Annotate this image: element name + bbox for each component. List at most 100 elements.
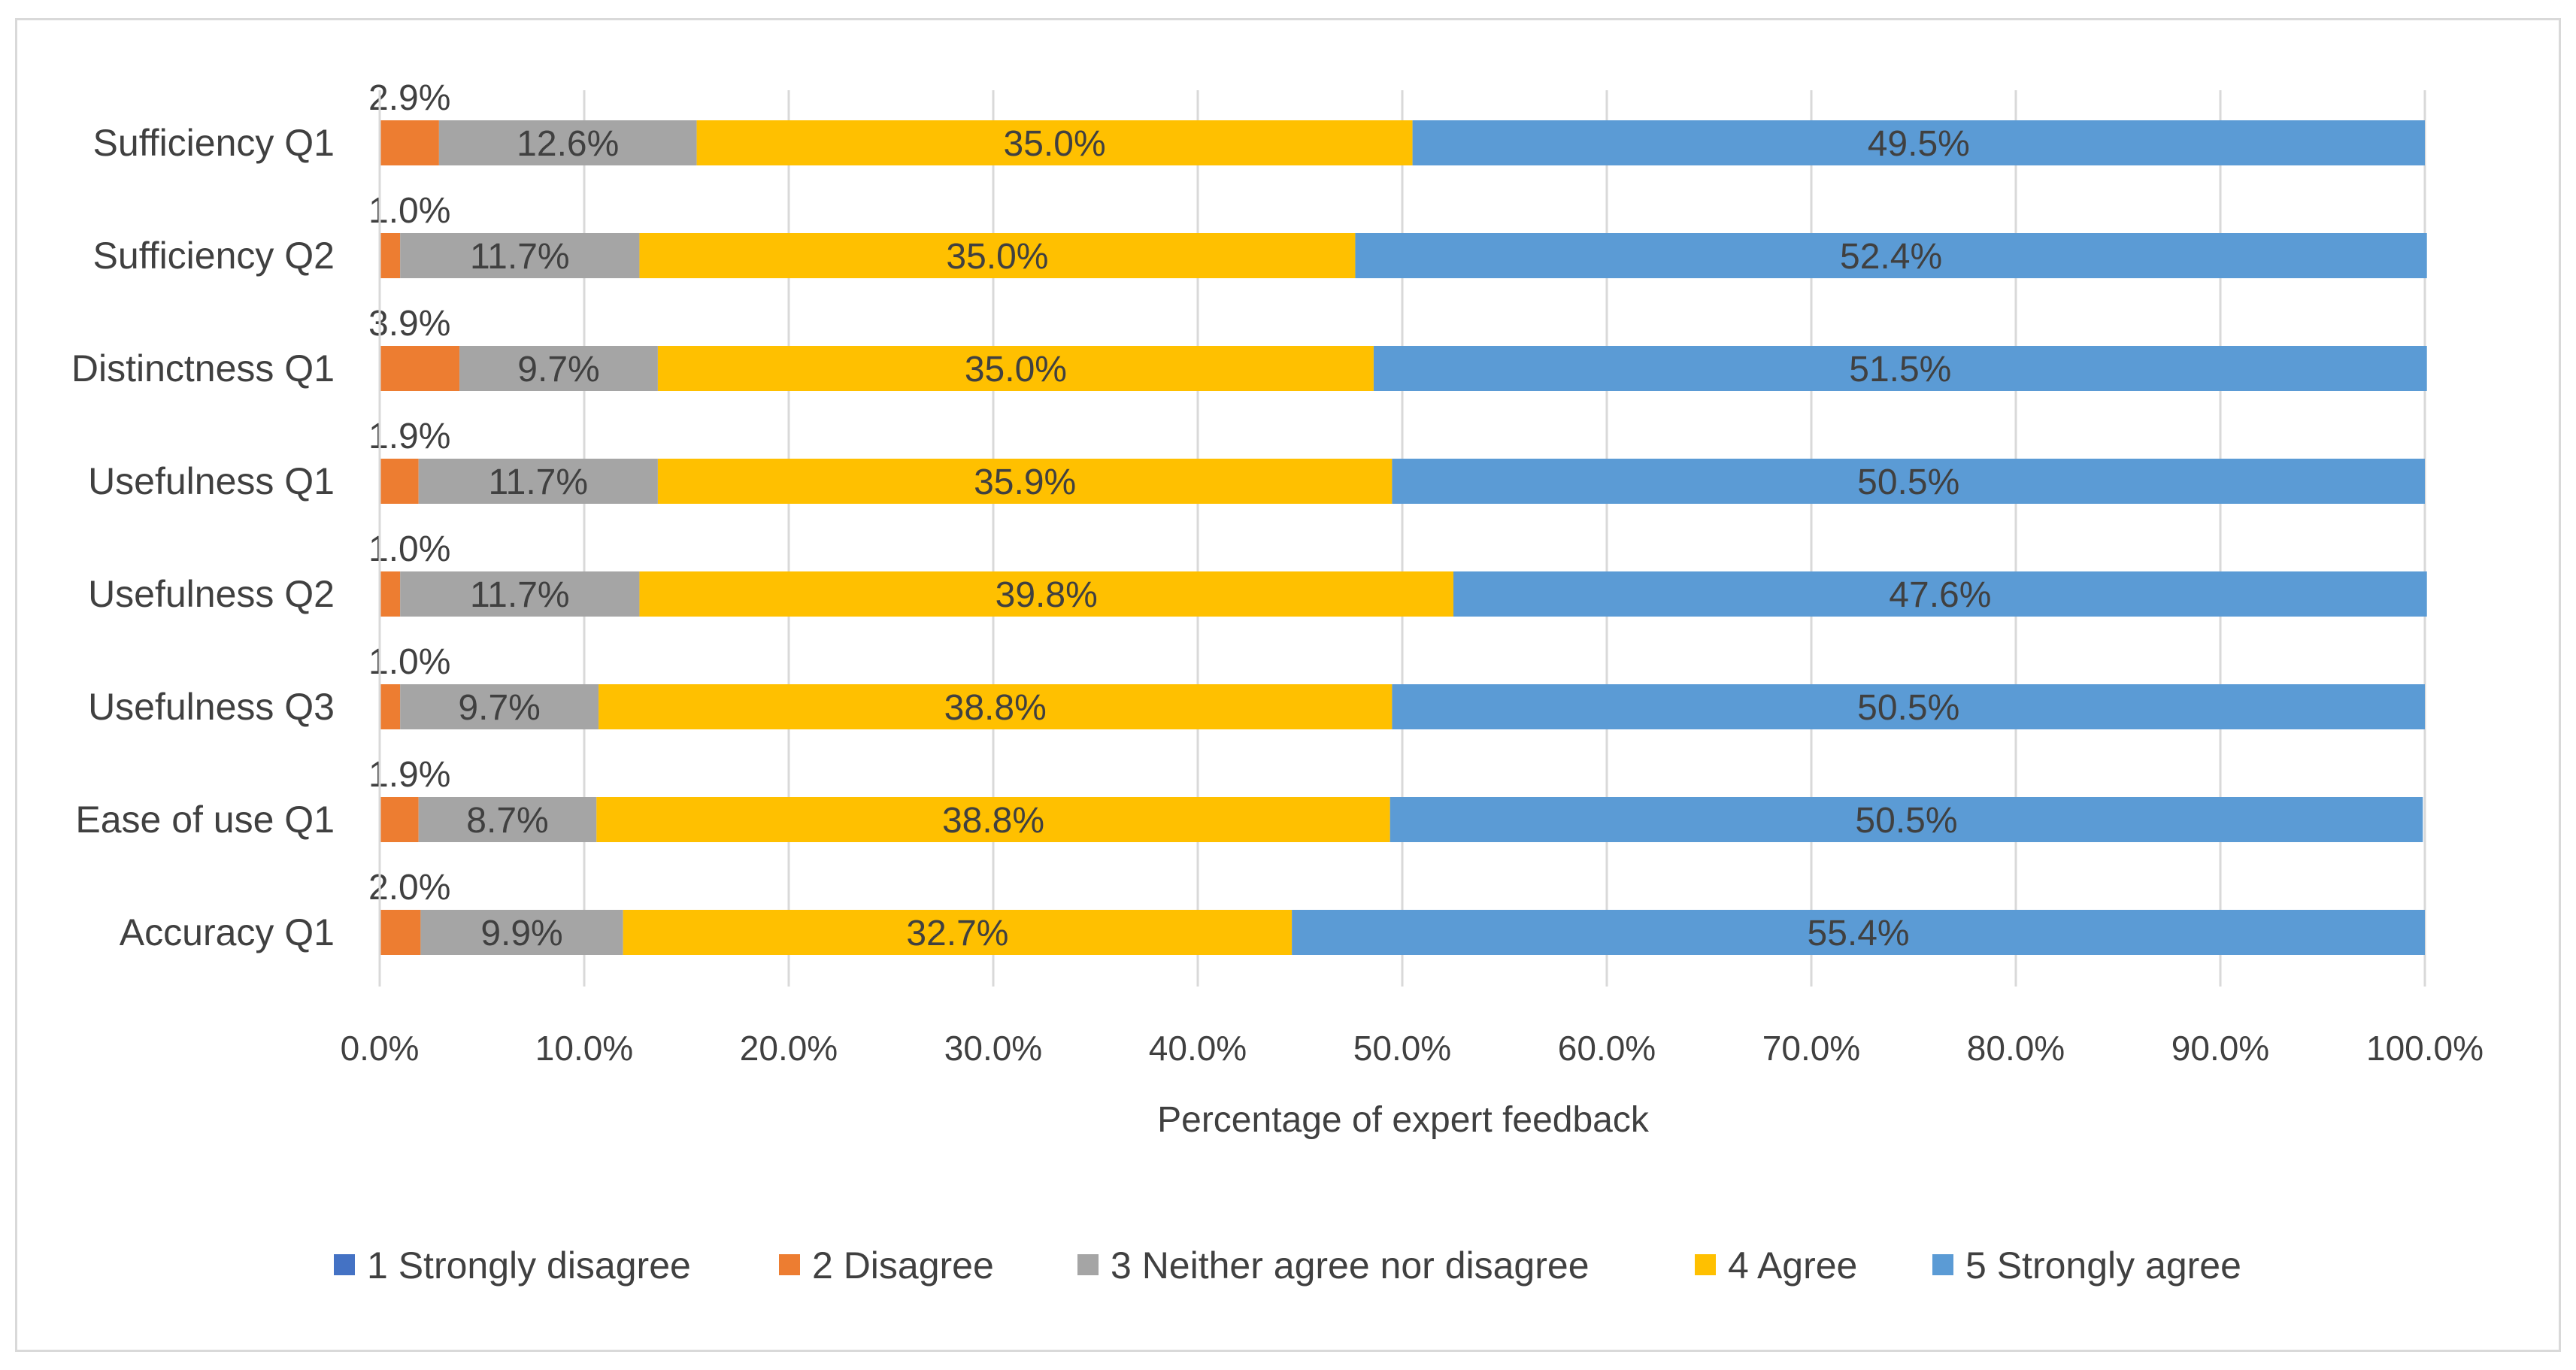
bar-segment bbox=[400, 684, 599, 729]
legend-swatch bbox=[779, 1254, 800, 1275]
category-label: Accuracy Q1 bbox=[120, 911, 335, 953]
data-label: 1.0% bbox=[368, 191, 450, 231]
data-label: 9.7% bbox=[517, 350, 599, 389]
bar-segment bbox=[657, 346, 1374, 391]
data-label: 38.8% bbox=[942, 801, 1044, 841]
data-label: 50.5% bbox=[1855, 801, 1957, 841]
data-label: 9.7% bbox=[458, 688, 540, 728]
category-label: Ease of use Q1 bbox=[75, 799, 335, 841]
bar-segment bbox=[380, 120, 439, 165]
bar-segment bbox=[420, 910, 623, 955]
data-label: 51.5% bbox=[1849, 350, 1951, 389]
bar-segment bbox=[696, 120, 1413, 165]
data-label: 38.8% bbox=[944, 688, 1047, 728]
data-label: 1.9% bbox=[368, 417, 450, 456]
bar-segment bbox=[380, 346, 460, 391]
data-label: 2.0% bbox=[368, 868, 450, 908]
data-label: 35.0% bbox=[1004, 124, 1106, 164]
bar-segment bbox=[459, 346, 658, 391]
data-label: 50.5% bbox=[1857, 462, 1959, 502]
bar-segment bbox=[380, 797, 419, 842]
x-tick-label: 20.0% bbox=[740, 1029, 838, 1068]
category-label: Sufficiency Q1 bbox=[93, 122, 335, 164]
bar-segment bbox=[657, 459, 1393, 504]
gridlines bbox=[378, 90, 2426, 987]
bar-segment bbox=[599, 684, 1393, 729]
legend-swatch bbox=[1695, 1254, 1716, 1275]
bar-segment bbox=[1412, 120, 2425, 165]
x-axis-title: Percentage of expert feedback bbox=[1157, 1100, 1650, 1140]
axes: 0.0% 10.0% 20.0% 30.0% 40.0% 50.0% 60.0% 70.0% 8… bbox=[71, 90, 2484, 1068]
legend-label: 4 Agree bbox=[1728, 1244, 1857, 1287]
data-label: 12.6% bbox=[517, 124, 619, 164]
legend-label: 3 Neither agree nor disagree bbox=[1111, 1244, 1590, 1287]
data-labels: 2.9% 12.6% 35.0% 49.5% 1.0% 11.7% 35.0% 52.4% 3.… bbox=[368, 78, 1991, 953]
data-label: 50.5% bbox=[1857, 688, 1959, 728]
x-tick-label: 100.0% bbox=[2366, 1029, 2484, 1068]
legend-label: 1 Strongly disagree bbox=[367, 1244, 691, 1287]
legend-swatch bbox=[334, 1254, 355, 1275]
category-label: Usefulness Q1 bbox=[88, 460, 335, 502]
bar-segment bbox=[1355, 233, 2427, 278]
data-label: 52.4% bbox=[1840, 237, 1942, 277]
x-tick-label: 40.0% bbox=[1149, 1029, 1247, 1068]
bars bbox=[380, 120, 2427, 955]
legend-swatch bbox=[1932, 1254, 1953, 1275]
x-tick-label: 70.0% bbox=[1762, 1029, 1860, 1068]
x-tick-label: 90.0% bbox=[2171, 1029, 2269, 1068]
bar-segment bbox=[380, 459, 419, 504]
data-label: 11.7% bbox=[470, 237, 570, 277]
data-label: 49.5% bbox=[1868, 124, 1970, 164]
bar-segment bbox=[623, 910, 1293, 955]
bar-segment bbox=[400, 233, 640, 278]
legend-label: 2 Disagree bbox=[812, 1244, 994, 1287]
bar-segment bbox=[418, 459, 658, 504]
bar-segment bbox=[380, 910, 421, 955]
x-tick-label: 50.0% bbox=[1353, 1029, 1451, 1068]
bar-segment bbox=[1453, 571, 2427, 617]
x-tick-label: 30.0% bbox=[944, 1029, 1042, 1068]
category-label: Distinctness Q1 bbox=[71, 347, 335, 389]
data-label: 1.0% bbox=[368, 529, 450, 569]
data-label: 2.9% bbox=[368, 78, 450, 118]
legend: 1 Strongly disagree 2 Disagree 3 Neither a… bbox=[334, 1244, 2241, 1287]
legend-label: 5 Strongly agree bbox=[1965, 1244, 2241, 1287]
x-tick-label: 60.0% bbox=[1558, 1029, 1656, 1068]
data-label: 39.8% bbox=[996, 575, 1098, 615]
bar-segment bbox=[418, 797, 597, 842]
bar-segment bbox=[380, 233, 401, 278]
data-label: 47.6% bbox=[1889, 575, 1991, 615]
bar-segment bbox=[1390, 797, 2423, 842]
bar-segment bbox=[1292, 910, 2425, 955]
bar-segment bbox=[1392, 459, 2425, 504]
x-tick-label: 10.0% bbox=[535, 1029, 633, 1068]
category-label: Sufficiency Q2 bbox=[93, 235, 335, 277]
data-label: 1.0% bbox=[368, 642, 450, 682]
data-label: 1.9% bbox=[368, 755, 450, 795]
data-label: 35.9% bbox=[974, 462, 1076, 502]
category-label: Usefulness Q3 bbox=[88, 686, 335, 728]
data-label: 35.0% bbox=[965, 350, 1067, 389]
data-label: 9.9% bbox=[480, 914, 562, 953]
bar-segment bbox=[596, 797, 1390, 842]
bar-segment bbox=[1392, 684, 2425, 729]
bar-segment bbox=[438, 120, 697, 165]
x-tick-label: 80.0% bbox=[1967, 1029, 2065, 1068]
category-label: Usefulness Q2 bbox=[88, 573, 335, 615]
bar-segment bbox=[380, 684, 401, 729]
data-label: 55.4% bbox=[1808, 914, 1910, 953]
x-tick-label: 0.0% bbox=[341, 1029, 420, 1068]
data-label: 32.7% bbox=[906, 914, 1008, 953]
data-label: 35.0% bbox=[946, 237, 1048, 277]
bar-segment bbox=[380, 571, 401, 617]
bar-segment bbox=[400, 571, 640, 617]
data-label: 3.9% bbox=[368, 304, 450, 344]
bar-segment bbox=[639, 233, 1356, 278]
bar-segment bbox=[1373, 346, 2427, 391]
data-label: 11.7% bbox=[489, 462, 589, 502]
bar-segment bbox=[639, 571, 1454, 617]
data-label: 11.7% bbox=[470, 575, 570, 615]
data-label: 8.7% bbox=[466, 801, 548, 841]
legend-swatch bbox=[1077, 1254, 1099, 1275]
